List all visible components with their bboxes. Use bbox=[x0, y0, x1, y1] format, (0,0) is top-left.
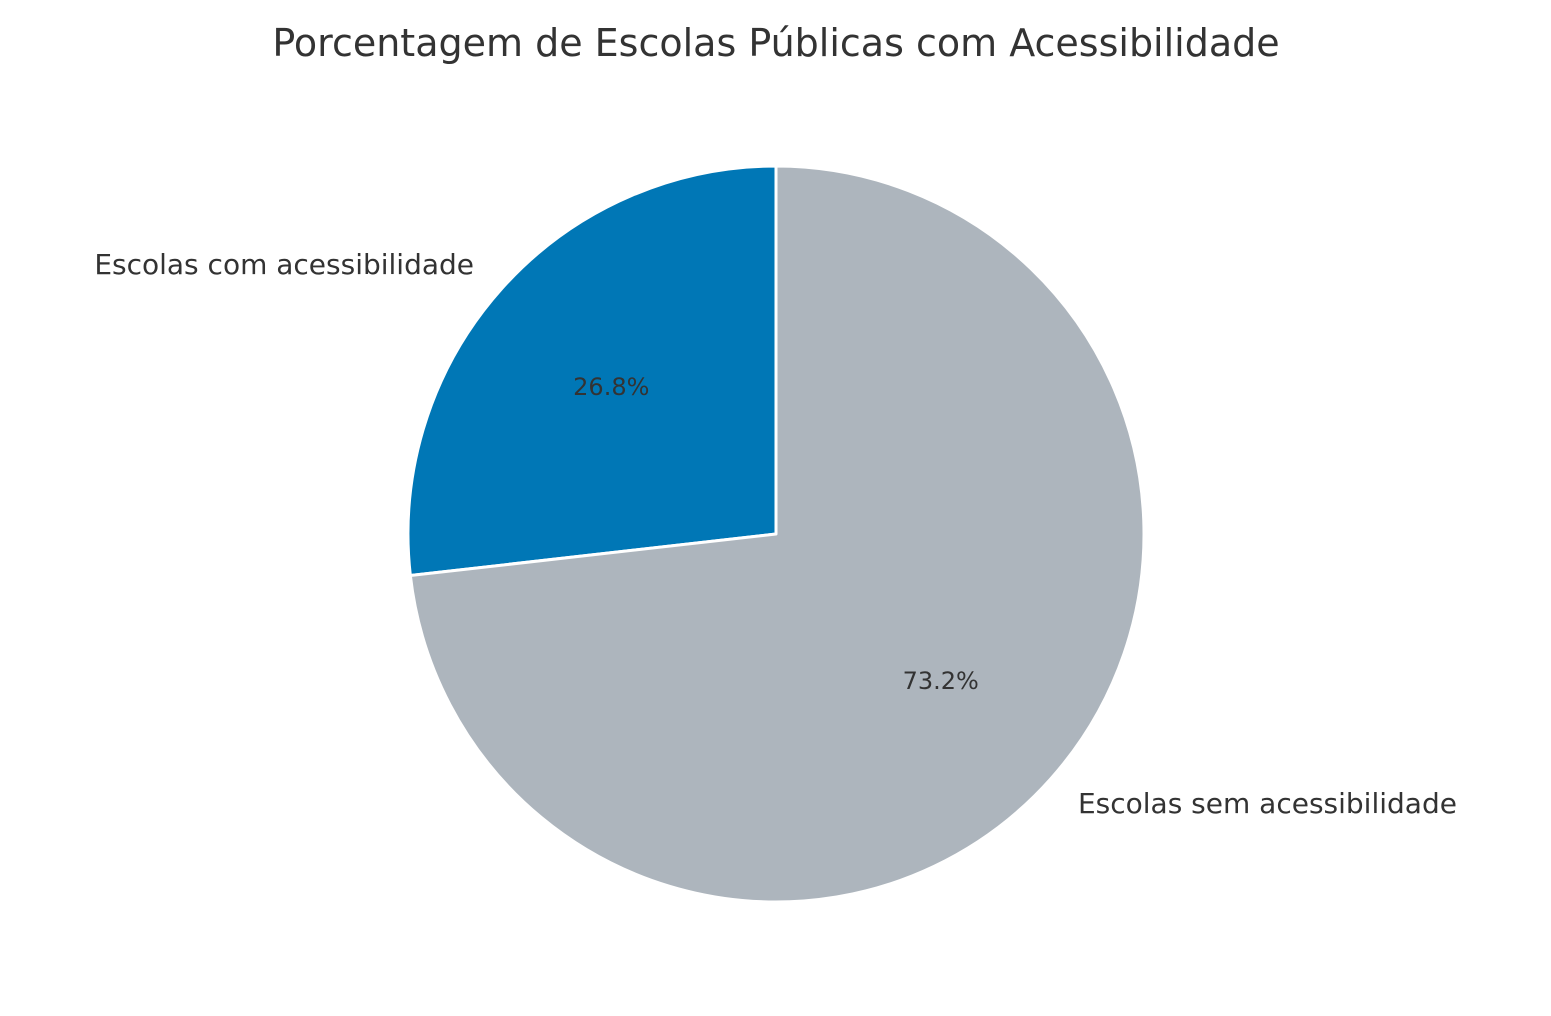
slice-category-label: Escolas sem acessibilidade bbox=[1078, 787, 1457, 820]
slice-percent-label: 73.2% bbox=[903, 667, 979, 695]
pie-slice-1 bbox=[406, 164, 778, 578]
slice-percent-label: 26.8% bbox=[573, 373, 649, 401]
slice-category-label: Escolas com acessibilidade bbox=[94, 248, 474, 281]
pie-labels: 26.8% Escolas com acessibilidade 73.2% Esco… bbox=[94, 248, 1457, 820]
chart-title: Porcentagem de Escolas Públicas com Aces… bbox=[272, 21, 1279, 65]
pie-slice-2 bbox=[408, 164, 1146, 904]
pie-slices bbox=[406, 164, 1146, 904]
